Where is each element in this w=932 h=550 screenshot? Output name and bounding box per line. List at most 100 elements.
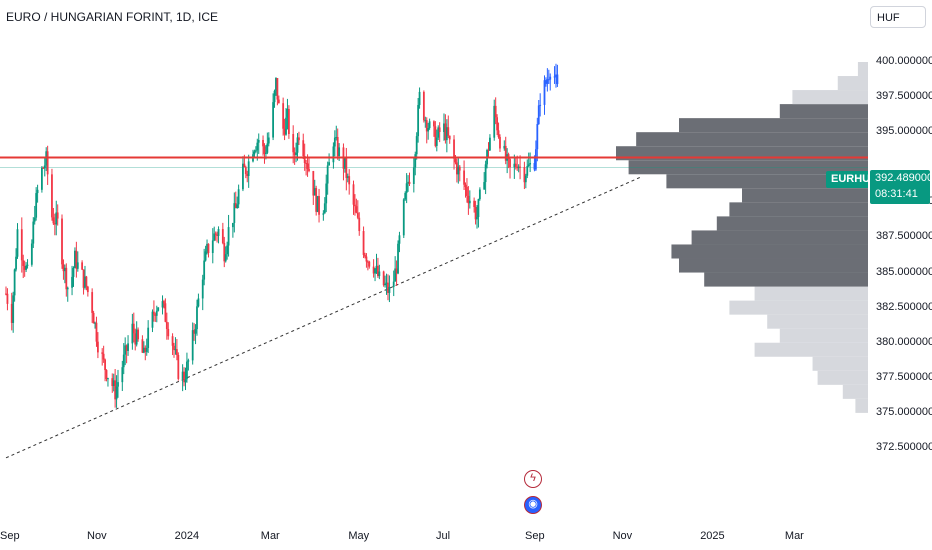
candle-body [107, 378, 109, 380]
candle-body [523, 167, 526, 183]
dividend-event-icon[interactable]: ϟ [524, 470, 542, 488]
candle-body [424, 120, 427, 122]
candle-body [247, 161, 250, 176]
candle-body [412, 167, 415, 184]
candle-body [227, 227, 230, 246]
candle-body [536, 124, 539, 150]
candle-body [183, 371, 185, 383]
candle-body [194, 329, 197, 334]
candle-body [387, 282, 389, 293]
price-axis[interactable]: 400.000000397.500000395.000000390.000000… [868, 0, 932, 522]
candle-body [458, 166, 461, 171]
candle-body [454, 158, 457, 163]
candle-body [445, 127, 448, 141]
volume-profile-bar [729, 300, 868, 315]
candle-body [267, 137, 270, 144]
candle-body [444, 123, 447, 141]
candle-body [493, 105, 496, 138]
volume-profile-bar [729, 202, 868, 217]
candle-body [153, 311, 155, 315]
candle-body [322, 213, 325, 215]
candle-body [224, 254, 227, 262]
candle-body [81, 262, 84, 270]
candle-body [343, 158, 346, 169]
candle-body [147, 327, 150, 348]
candle-body [84, 276, 86, 288]
candle-body [405, 183, 408, 193]
candle-body [104, 359, 106, 371]
candle-body [201, 279, 204, 299]
volume-profile-bar [691, 230, 868, 245]
countdown-timer: 08:31:41 [875, 188, 918, 200]
support-trendline[interactable] [5, 176, 641, 459]
candle-body [74, 250, 76, 268]
candle-body [335, 137, 338, 139]
candle-body [385, 282, 388, 284]
candle-body [354, 204, 356, 207]
candle-body [266, 143, 269, 153]
candle-body [91, 292, 94, 313]
candle-body [313, 188, 316, 196]
time-tick-label: Mar [784, 530, 804, 542]
candle-body [186, 361, 188, 380]
candle-body [214, 233, 217, 235]
candle-body [32, 221, 35, 244]
chart-svg[interactable] [0, 0, 868, 522]
candle-body [312, 171, 315, 196]
candle-body [35, 193, 38, 218]
candle-body [30, 243, 33, 265]
volume-profile-bar [716, 216, 868, 231]
candle-body [193, 330, 196, 334]
volume-profile-bar [679, 118, 868, 133]
candle-body [306, 163, 309, 169]
candle-body [132, 323, 135, 334]
candle-body [12, 295, 15, 323]
candle-body [112, 380, 115, 387]
candle-body [466, 187, 468, 196]
volume-profile-bar [779, 104, 868, 119]
volume-profile-bar [767, 314, 868, 329]
economic-event-icon[interactable]: ◉ [524, 496, 542, 514]
candle-body [125, 345, 128, 351]
candle-body [161, 301, 164, 308]
currency-selector[interactable]: HUF [870, 6, 926, 28]
candle-body [117, 382, 119, 387]
candle-body [115, 386, 118, 400]
candle-body [476, 216, 478, 220]
candle-body [256, 142, 259, 151]
candle-body [326, 165, 329, 184]
candle-body [155, 310, 158, 316]
candle-body [316, 196, 319, 212]
candle-body [184, 379, 187, 383]
candle-body [163, 301, 165, 304]
candle-body [555, 74, 557, 77]
candle-body [433, 121, 435, 127]
candle-body [213, 233, 216, 241]
candle-body [246, 174, 249, 176]
candle-body [157, 307, 160, 311]
candle-body [137, 329, 140, 340]
candle-body [428, 121, 431, 128]
candle-body [509, 159, 511, 168]
candle-body [514, 163, 517, 167]
candle-body [36, 189, 39, 194]
candle-body [211, 240, 214, 254]
candle-body [397, 243, 399, 274]
chart-plot-area[interactable]: EURO / HUNGARIAN FORINT, 1D, ICE EURHUF … [0, 0, 868, 522]
candle-body [221, 229, 224, 244]
candle-body [308, 168, 310, 172]
candle-body [273, 90, 276, 103]
candle-body [463, 170, 465, 185]
candle-body [543, 80, 546, 105]
time-axis[interactable]: Sep Nov 2024 Mar May Jul Sep Nov 2025 Mar [0, 522, 868, 550]
candle-body [438, 127, 441, 132]
candle-body [524, 175, 527, 183]
candle-body [384, 283, 387, 286]
candle-body [402, 199, 405, 236]
candle-body [539, 104, 542, 106]
volume-profile-bar [837, 76, 868, 91]
candle-body [52, 217, 55, 224]
time-tick-label: Nov [612, 530, 633, 542]
candle-body [154, 314, 157, 316]
candle-body [473, 200, 476, 207]
